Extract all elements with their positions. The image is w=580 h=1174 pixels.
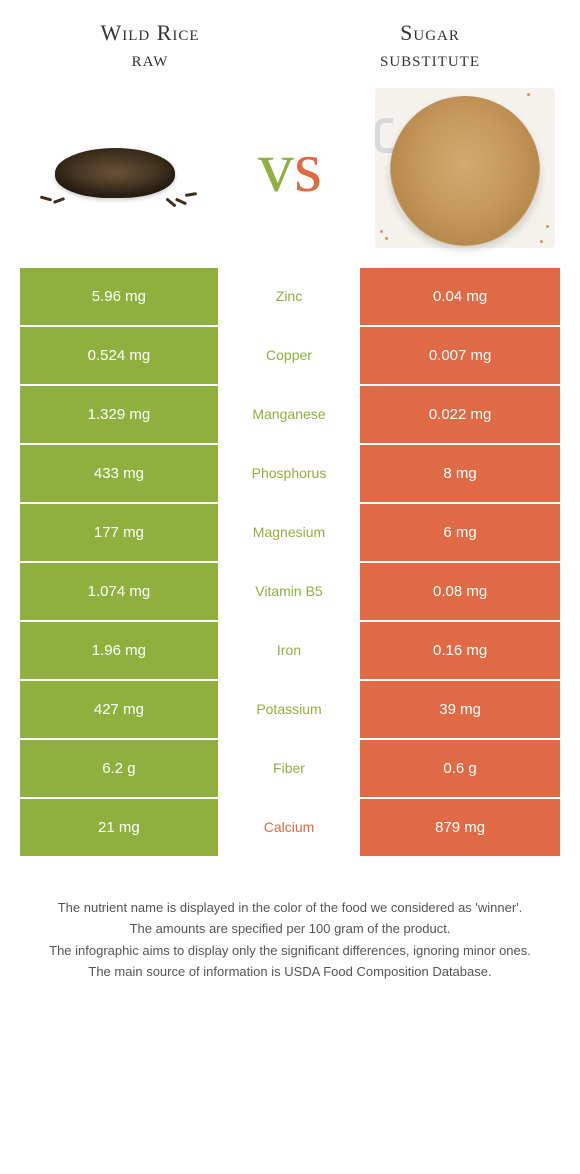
table-row: 427 mgPotassium39 mg: [20, 681, 560, 740]
nutrient-table: 5.96 mgZinc0.04 mg0.524 mgCopper0.007 mg…: [0, 268, 580, 858]
footer-line3: The infographic aims to display only the…: [30, 941, 550, 961]
left-value-cell: 6.2 g: [20, 740, 220, 797]
footer-notes: The nutrient name is displayed in the co…: [0, 858, 580, 1004]
right-title-line2: substitute: [380, 46, 480, 71]
images-row: vs: [0, 83, 580, 268]
right-value-cell: 8 mg: [360, 445, 560, 502]
right-value-cell: 0.08 mg: [360, 563, 560, 620]
vs-label: vs: [258, 126, 322, 209]
left-value-cell: 1.329 mg: [20, 386, 220, 443]
right-value-cell: 0.022 mg: [360, 386, 560, 443]
right-food-image: [370, 93, 560, 243]
table-row: 1.96 mgIron0.16 mg: [20, 622, 560, 681]
left-title-line2: raw: [132, 46, 169, 71]
right-value-cell: 0.6 g: [360, 740, 560, 797]
nutrient-name-cell: Calcium: [220, 799, 360, 856]
left-value-cell: 177 mg: [20, 504, 220, 561]
right-value-cell: 879 mg: [360, 799, 560, 856]
left-food-image: [20, 93, 210, 243]
right-value-cell: 6 mg: [360, 504, 560, 561]
nutrient-name-cell: Iron: [220, 622, 360, 679]
nutrient-name-cell: Magnesium: [220, 504, 360, 561]
nutrient-name-cell: Manganese: [220, 386, 360, 443]
table-row: 0.524 mgCopper0.007 mg: [20, 327, 560, 386]
table-row: 433 mgPhosphorus8 mg: [20, 445, 560, 504]
left-value-cell: 0.524 mg: [20, 327, 220, 384]
wild-rice-illustration: [35, 128, 195, 208]
nutrient-name-cell: Vitamin B5: [220, 563, 360, 620]
footer-line2: The amounts are specified per 100 gram o…: [30, 919, 550, 939]
nutrient-name-cell: Fiber: [220, 740, 360, 797]
table-row: 6.2 gFiber0.6 g: [20, 740, 560, 799]
table-row: 1.074 mgVitamin B50.08 mg: [20, 563, 560, 622]
right-value-cell: 0.04 mg: [360, 268, 560, 325]
left-value-cell: 21 mg: [20, 799, 220, 856]
nutrient-name-cell: Phosphorus: [220, 445, 360, 502]
right-value-cell: 0.16 mg: [360, 622, 560, 679]
right-food-title: Sugar substitute: [304, 20, 556, 73]
table-row: 177 mgMagnesium6 mg: [20, 504, 560, 563]
left-title-line1: Wild Rice: [100, 20, 199, 45]
left-value-cell: 427 mg: [20, 681, 220, 738]
header: Wild Rice raw Sugar substitute: [0, 0, 580, 83]
table-row: 1.329 mgManganese0.022 mg: [20, 386, 560, 445]
sugar-illustration: [375, 88, 555, 248]
left-food-title: Wild Rice raw: [24, 20, 276, 73]
nutrient-name-cell: Copper: [220, 327, 360, 384]
left-value-cell: 5.96 mg: [20, 268, 220, 325]
footer-line4: The main source of information is USDA F…: [30, 962, 550, 982]
footer-line1: The nutrient name is displayed in the co…: [30, 898, 550, 918]
nutrient-name-cell: Potassium: [220, 681, 360, 738]
nutrient-name-cell: Zinc: [220, 268, 360, 325]
table-row: 5.96 mgZinc0.04 mg: [20, 268, 560, 327]
left-value-cell: 1.074 mg: [20, 563, 220, 620]
right-title-line1: Sugar: [400, 20, 460, 45]
left-value-cell: 433 mg: [20, 445, 220, 502]
table-row: 21 mgCalcium879 mg: [20, 799, 560, 858]
left-value-cell: 1.96 mg: [20, 622, 220, 679]
right-value-cell: 0.007 mg: [360, 327, 560, 384]
right-value-cell: 39 mg: [360, 681, 560, 738]
